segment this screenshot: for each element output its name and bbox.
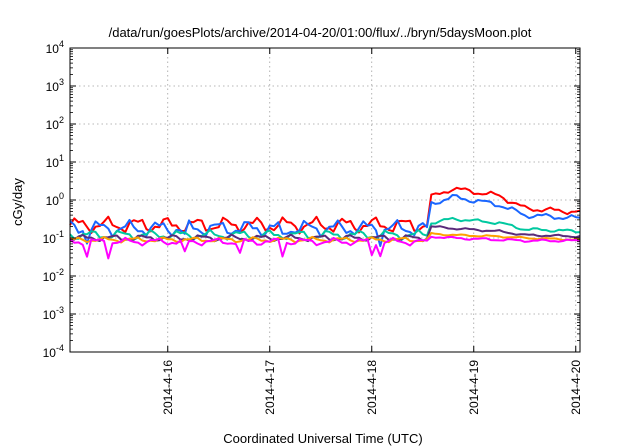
y-axis-label: cGy/day: [10, 178, 25, 226]
series-lines: [69, 186, 581, 260]
series-line: [69, 216, 581, 241]
x-tick-label: 2014-4-19: [467, 360, 481, 415]
x-tick-label: 2014-4-18: [365, 360, 379, 415]
x-tick-label: 2014-4-17: [263, 360, 277, 415]
y-tick-label: 102: [46, 115, 64, 132]
y-tick-label: 10-4: [43, 343, 64, 360]
y-tick-label: 10-1: [43, 229, 64, 246]
chart-title: /data/run/goesPlots/archive/2014-04-20/0…: [109, 25, 532, 40]
plot-frame: [69, 47, 581, 353]
x-tick-label: 2014-4-16: [161, 360, 175, 415]
x-axis-label: Coordinated Universal Time (UTC): [223, 431, 422, 446]
series-line: [69, 232, 581, 244]
y-tick-label: 10-2: [43, 267, 64, 284]
y-tick-label: 103: [46, 77, 64, 94]
y-tick-label: 101: [46, 153, 64, 170]
series-line: [69, 235, 581, 260]
grid-lines: [70, 48, 580, 352]
x-tick-label: 2014-4-20: [569, 360, 583, 415]
y-tick-label: 10-3: [43, 305, 64, 322]
series-line: [69, 186, 581, 235]
y-tick-label: 100: [46, 191, 64, 208]
axes: 10-4 10-3 10-2 10-1 100 101 102 103 104 2014-4-16…: [43, 39, 583, 415]
y-tick-label: 104: [46, 39, 64, 56]
